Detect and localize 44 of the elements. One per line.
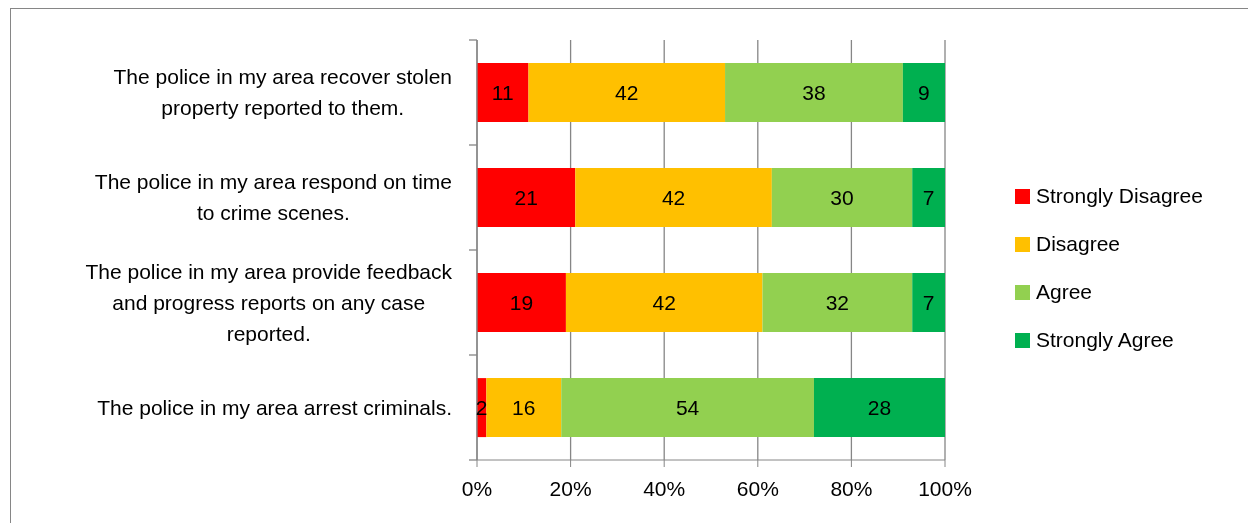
bar <box>528 63 726 123</box>
y-tick-label: The police in my area provide feedback and progress reports on any case reported. <box>85 259 453 345</box>
bar <box>762 273 913 333</box>
data-label: 42 <box>615 81 639 105</box>
legend-label: Agree <box>1036 280 1093 303</box>
data-label: 54 <box>675 396 700 420</box>
data-label: 7 <box>922 186 935 210</box>
data-label: 42 <box>652 291 676 315</box>
data-label: 9 <box>918 81 930 105</box>
x-tick-label: 0% <box>461 476 493 500</box>
x-tick-label: 20% <box>549 476 592 500</box>
data-label: 30 <box>830 186 854 210</box>
bar <box>912 168 945 228</box>
x-tick-label: 80% <box>830 476 873 500</box>
bar <box>771 168 913 228</box>
y-tick-label: The police in my area arrest criminals. <box>97 395 453 419</box>
bar <box>725 63 903 123</box>
legend-label: Strongly Disagree <box>1036 184 1203 207</box>
bar <box>575 168 772 228</box>
bar <box>477 63 529 123</box>
bar <box>565 273 763 333</box>
legend-label: Disagree <box>1036 232 1121 255</box>
data-label: 11 <box>491 81 514 105</box>
data-label: 38 <box>802 81 826 105</box>
bar <box>477 273 566 333</box>
bar <box>477 168 576 228</box>
bar <box>561 378 814 438</box>
x-tick-label: 40% <box>643 476 686 500</box>
legend-label: Strongly Agree <box>1036 328 1174 351</box>
bar <box>912 273 945 333</box>
data-label: 7 <box>922 291 935 315</box>
data-label: 19 <box>509 291 534 315</box>
data-label: 28 <box>867 396 892 420</box>
bar <box>813 378 945 438</box>
y-tick-label: The police in my area recover stolen property reported to them. <box>113 65 452 120</box>
x-tick-label: 100% <box>918 476 972 500</box>
x-tick-label: 60% <box>736 476 779 500</box>
data-label: 21 <box>514 186 538 210</box>
bar <box>902 63 945 123</box>
data-label: 42 <box>661 186 686 210</box>
bar <box>486 378 562 438</box>
data-label: 32 <box>825 291 850 315</box>
data-label: 16 <box>512 396 536 420</box>
y-tick-label: The police in my area respond on time to crime scenes. <box>94 170 452 225</box>
